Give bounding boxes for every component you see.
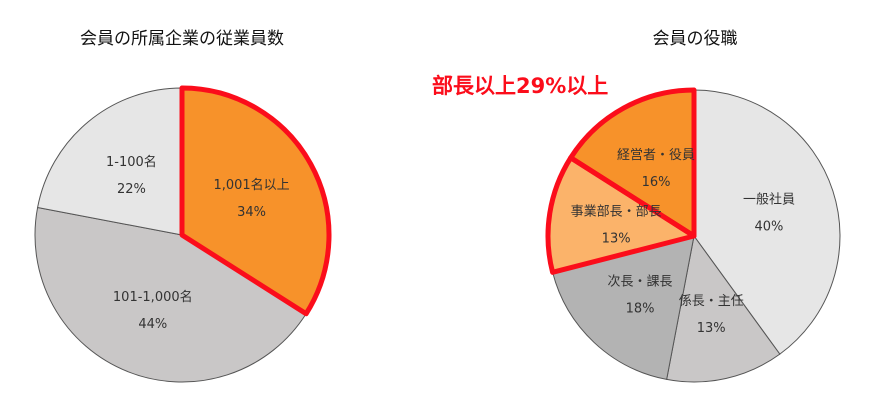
slice-value-label: 44% <box>138 317 167 332</box>
slice-label: 事業部長・部長 <box>571 204 662 220</box>
pie-slice <box>693 89 841 355</box>
pie-slice <box>666 234 781 383</box>
annotation-callout: 部長以上29%以上 <box>432 74 609 98</box>
pie-slice <box>34 206 307 383</box>
slice-label: 次長・課長 <box>608 273 673 289</box>
highlight-outline <box>545 155 697 275</box>
slice-label: 1-100名 <box>106 154 157 170</box>
slice-value-label: 34% <box>237 205 266 220</box>
pie-slice <box>37 87 183 236</box>
slice-value-label: 13% <box>602 232 631 247</box>
slice-label: 経営者・役員 <box>617 148 695 163</box>
slice-label: 101-1,000名 <box>113 289 193 305</box>
slice-label: 1,001名以上 <box>213 177 289 193</box>
pie-slice <box>551 235 695 380</box>
slice-label: 一般社員 <box>743 192 795 208</box>
chart-title-employees: 会員の所属企業の従業員数 <box>80 29 284 49</box>
highlight-outline <box>568 87 697 239</box>
slice-value-label: 18% <box>626 301 655 316</box>
slice-value-label: 22% <box>117 182 146 197</box>
highlight-outline <box>179 85 332 317</box>
slice-label: 係長・主任 <box>679 294 744 309</box>
slice-value-label: 13% <box>697 321 726 336</box>
slice-value-label: 16% <box>642 175 671 190</box>
slice-value-label: 40% <box>755 220 784 235</box>
chart-title-positions: 会員の役職 <box>652 29 738 49</box>
